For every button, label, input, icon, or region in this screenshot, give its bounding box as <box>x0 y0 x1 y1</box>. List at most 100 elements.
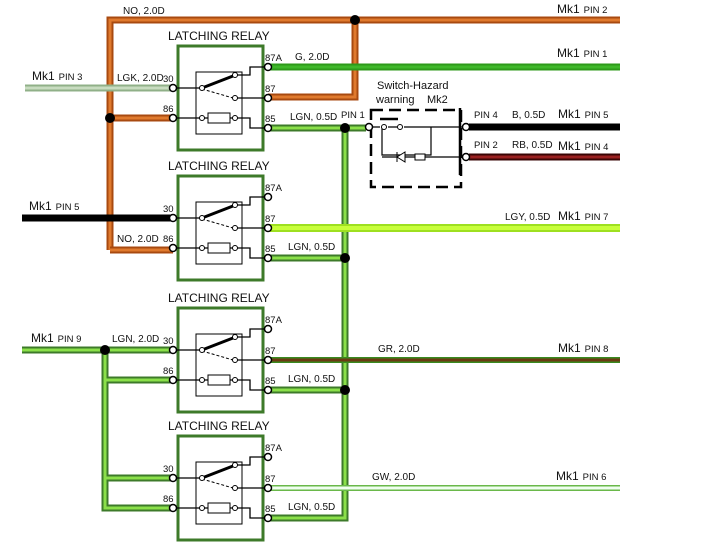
switch-pin1-label: PIN 1 <box>341 110 365 121</box>
relay-title: LATCHING RELAY <box>168 419 270 433</box>
wire-label-no-bottom: NO, 2.0D <box>117 234 159 245</box>
relay-terminal-87[interactable] <box>263 483 273 493</box>
relay-coil <box>207 374 231 386</box>
wire-label-gr: GR, 2.0D <box>378 344 420 355</box>
wire-lgn-bus[interactable] <box>268 124 349 522</box>
switch-terminal-pin2[interactable] <box>461 152 471 162</box>
led-icon <box>396 151 406 163</box>
relay-terminal-label: 85 <box>265 114 276 125</box>
latching-relay-4: 30 86 87A 87 85 LATCHING RELAY <box>163 419 283 542</box>
connector-mk1-pin5: Mk1 PIN 5 <box>29 199 79 213</box>
relay-coil <box>207 502 231 514</box>
connector-mk1-pin3: Mk1 PIN 3 <box>32 69 82 83</box>
connector-mk1-pin7: Mk1 PIN 7 <box>558 209 608 223</box>
relay-terminal-87a[interactable] <box>263 452 273 462</box>
relay-terminal-label: 30 <box>163 204 174 215</box>
relay-contact-arm <box>201 464 234 480</box>
relay-terminal-85[interactable] <box>263 123 273 133</box>
relay-contact-arm <box>201 336 234 352</box>
hazard-switch: Switch-Hazard warning Mk2 PIN 1 PIN 4 PI… <box>341 80 498 189</box>
junctions <box>100 15 360 395</box>
relay-terminal-label: 87 <box>265 346 276 357</box>
relay-coil <box>207 242 231 254</box>
wire-label-no-top: NO, 2.0D <box>123 6 165 17</box>
connector-mk1-pin8: Mk1 PIN 8 <box>558 341 608 355</box>
relay-terminal-87a[interactable] <box>263 192 273 202</box>
switch-terminal-pin4[interactable] <box>461 122 471 132</box>
relay-contact-arm <box>201 204 234 220</box>
latching-relay-1: 30 86 87A 87 85 LATCHING RELAY <box>163 29 283 152</box>
relay-terminal-label: 87A <box>265 183 283 194</box>
relays: 30 86 87A 87 85 LATCHING RELAY 30 86 87A 87 85 LATC… <box>163 29 283 542</box>
junction-dot <box>340 123 350 133</box>
relay-title: LATCHING RELAY <box>168 291 270 305</box>
relay-title: LATCHING RELAY <box>168 159 270 173</box>
relay-terminal-30[interactable] <box>168 83 178 93</box>
connector-mk1-pin4: Mk1 PIN 4 <box>558 139 608 153</box>
relay-terminal-label: 86 <box>163 366 174 377</box>
relay-terminal-87[interactable] <box>263 355 273 365</box>
relay-terminal-86[interactable] <box>168 113 178 123</box>
resistor-icon <box>414 153 426 161</box>
relay-terminal-87[interactable] <box>263 223 273 233</box>
wire-label-b: B, 0.5D <box>512 110 545 121</box>
relay-terminal-86[interactable] <box>168 375 178 385</box>
connector-mk1-pin9: Mk1 PIN 9 <box>31 331 81 345</box>
junction-dot <box>100 345 110 355</box>
switch-title: Switch-Hazard <box>377 80 449 92</box>
relay-terminal-85[interactable] <box>263 385 273 395</box>
junction-dot <box>350 15 360 25</box>
relay-terminal-87[interactable] <box>263 93 273 103</box>
connector-mk1-pin2: Mk1 PIN 2 <box>557 2 607 16</box>
relay-terminal-86[interactable] <box>168 503 178 513</box>
relay-terminal-label: 87A <box>265 315 283 326</box>
relay-terminal-30[interactable] <box>168 213 178 223</box>
relay-terminal-85[interactable] <box>263 513 273 523</box>
relay-terminal-label: 87A <box>265 443 283 454</box>
junction-dot <box>340 385 350 395</box>
wire-label-lgn3: LGN, 0.5D <box>288 374 335 385</box>
relay-terminal-label: 87 <box>265 214 276 225</box>
relay-terminal-label: 86 <box>163 234 174 245</box>
relay-terminal-label: 85 <box>265 504 276 515</box>
wire-lgn-in[interactable] <box>22 346 173 512</box>
relay-terminal-label: 30 <box>163 464 174 475</box>
relay-terminal-label: 85 <box>265 376 276 387</box>
switch-dashed-box <box>369 108 463 189</box>
relay-terminal-label: 30 <box>163 74 174 85</box>
relay-terminal-87a[interactable] <box>263 324 273 334</box>
switch-connector-label: Mk2 <box>427 94 448 106</box>
junction-dot <box>340 253 350 263</box>
wire-label-lgy: LGY, 0.5D <box>505 212 550 223</box>
relay-terminal-label: 86 <box>163 494 174 505</box>
switch-pin2-label: PIN 2 <box>474 140 498 151</box>
wire-label-lgn4: LGN, 0.5D <box>288 502 335 513</box>
relay-terminal-87a[interactable] <box>263 62 273 72</box>
switch-terminal-pin1[interactable] <box>364 122 374 132</box>
switch-subtitle: warning <box>375 94 415 106</box>
relay-terminal-86[interactable] <box>168 243 178 253</box>
relay-terminal-label: 87 <box>265 84 276 95</box>
connector-mk1-pin6: Mk1 PIN 6 <box>556 469 606 483</box>
relay-terminal-85[interactable] <box>263 253 273 263</box>
latching-relay-3: 30 86 87A 87 85 LATCHING RELAY <box>163 291 283 414</box>
switch-pin4-label: PIN 4 <box>474 110 498 121</box>
latching-relay-2: 30 86 87A 87 85 LATCHING RELAY <box>163 159 283 282</box>
relay-terminal-30[interactable] <box>168 345 178 355</box>
relay-terminal-30[interactable] <box>168 473 178 483</box>
wire-label-lgn1: LGN, 0.5D <box>290 112 337 123</box>
relay-terminal-label: 30 <box>163 336 174 347</box>
wires <box>22 16 620 522</box>
relay-coil <box>207 112 231 124</box>
relay-terminal-label: 87 <box>265 474 276 485</box>
wire-label-lgn-in: LGN, 2.0D <box>112 334 159 345</box>
connector-labels: Mk1 PIN 2 Mk1 PIN 1 Mk1 PIN 3 Mk1 PIN 5 Mk1 P… <box>29 2 608 483</box>
connector-mk1-pin1: Mk1 PIN 1 <box>557 46 607 60</box>
relay-terminal-label: 85 <box>265 244 276 255</box>
relay-title: LATCHING RELAY <box>168 29 270 43</box>
connector-mk1-pin5-switch: Mk1 PIN 5 <box>558 107 608 121</box>
relay-contact-arm <box>201 74 234 90</box>
junction-dot <box>105 113 115 123</box>
